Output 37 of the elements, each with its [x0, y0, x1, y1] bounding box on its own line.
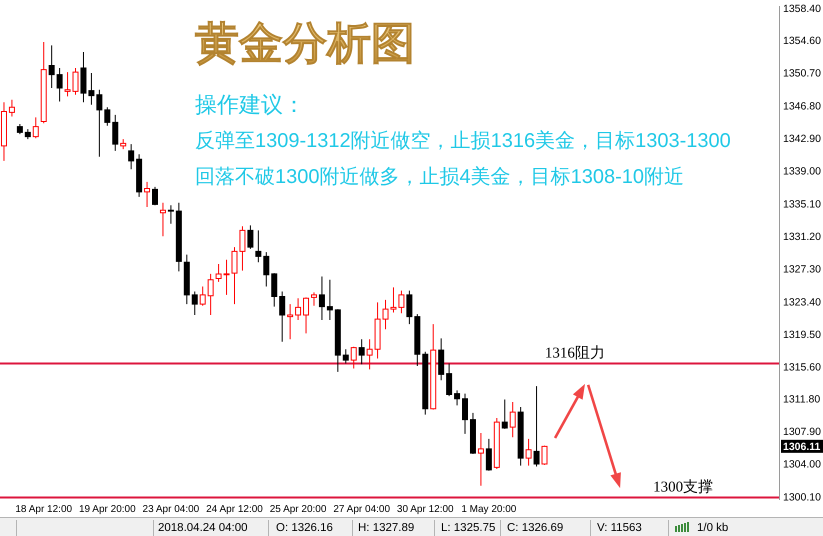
text: 1/0 kb [697, 522, 728, 534]
y-tick-label: 1311.80 [783, 393, 820, 406]
y-tick-label: 1350.70 [783, 68, 822, 80]
x-tick-label: 18 Apr 12:00 [15, 504, 73, 515]
y-tick-label: 1346.80 [783, 100, 822, 112]
text: C: 1326.69 [507, 522, 564, 534]
y-tick-label: 1300.10 [783, 491, 822, 504]
y-tick-label: 1307.90 [783, 426, 822, 438]
ref-line-label: 1316阻力 [544, 344, 605, 362]
text: L: 1325.75 [441, 522, 496, 534]
x-tick-label: 30 Apr 12:00 [396, 504, 454, 515]
text: H: 1327.89 [358, 522, 414, 534]
chart-title: 黄金分析图 [195, 19, 415, 68]
y-tick-label: 1342.90 [783, 132, 822, 145]
x-tick-label: 19 Apr 20:00 [78, 504, 136, 515]
text: 操作建议： [195, 92, 305, 117]
ref-line-label: 1300支撑 [653, 478, 714, 496]
y-tick-label: 1319.50 [783, 328, 822, 341]
y-tick-label: 1354.60 [783, 35, 822, 48]
text: O: 1326.16 [276, 522, 333, 534]
annotation: 回落不破1300附近做多，止损4美金，目标1308-10附近 [195, 165, 684, 188]
y-tick-label: 1358.40 [783, 3, 822, 16]
y-tick-label: 1339.00 [783, 166, 822, 178]
y-tick-label: 1323.40 [783, 296, 822, 308]
y-tick-label: 1327.30 [783, 264, 822, 276]
y-tick-label: 1335.10 [783, 198, 822, 210]
y-tick-label: 1331.20 [783, 230, 822, 243]
x-tick-label: 1 May 20:00 [461, 504, 517, 515]
x-tick-label: 25 Apr 20:00 [270, 504, 327, 515]
x-tick-label: 27 Apr 04:00 [333, 504, 390, 515]
text: 2018.04.24 04:00 [158, 522, 248, 534]
y-tick-label: 1304.00 [783, 458, 822, 471]
x-tick-label: 23 Apr 04:00 [142, 504, 200, 515]
text: V: 11563 [597, 522, 642, 534]
y-tick-label: 1315.60 [783, 362, 822, 374]
x-tick-label: 24 Apr 12:00 [206, 504, 264, 515]
annotation: 反弹至1309-1312附近做空，止损1316美金，目标1303-1300 [195, 129, 731, 152]
